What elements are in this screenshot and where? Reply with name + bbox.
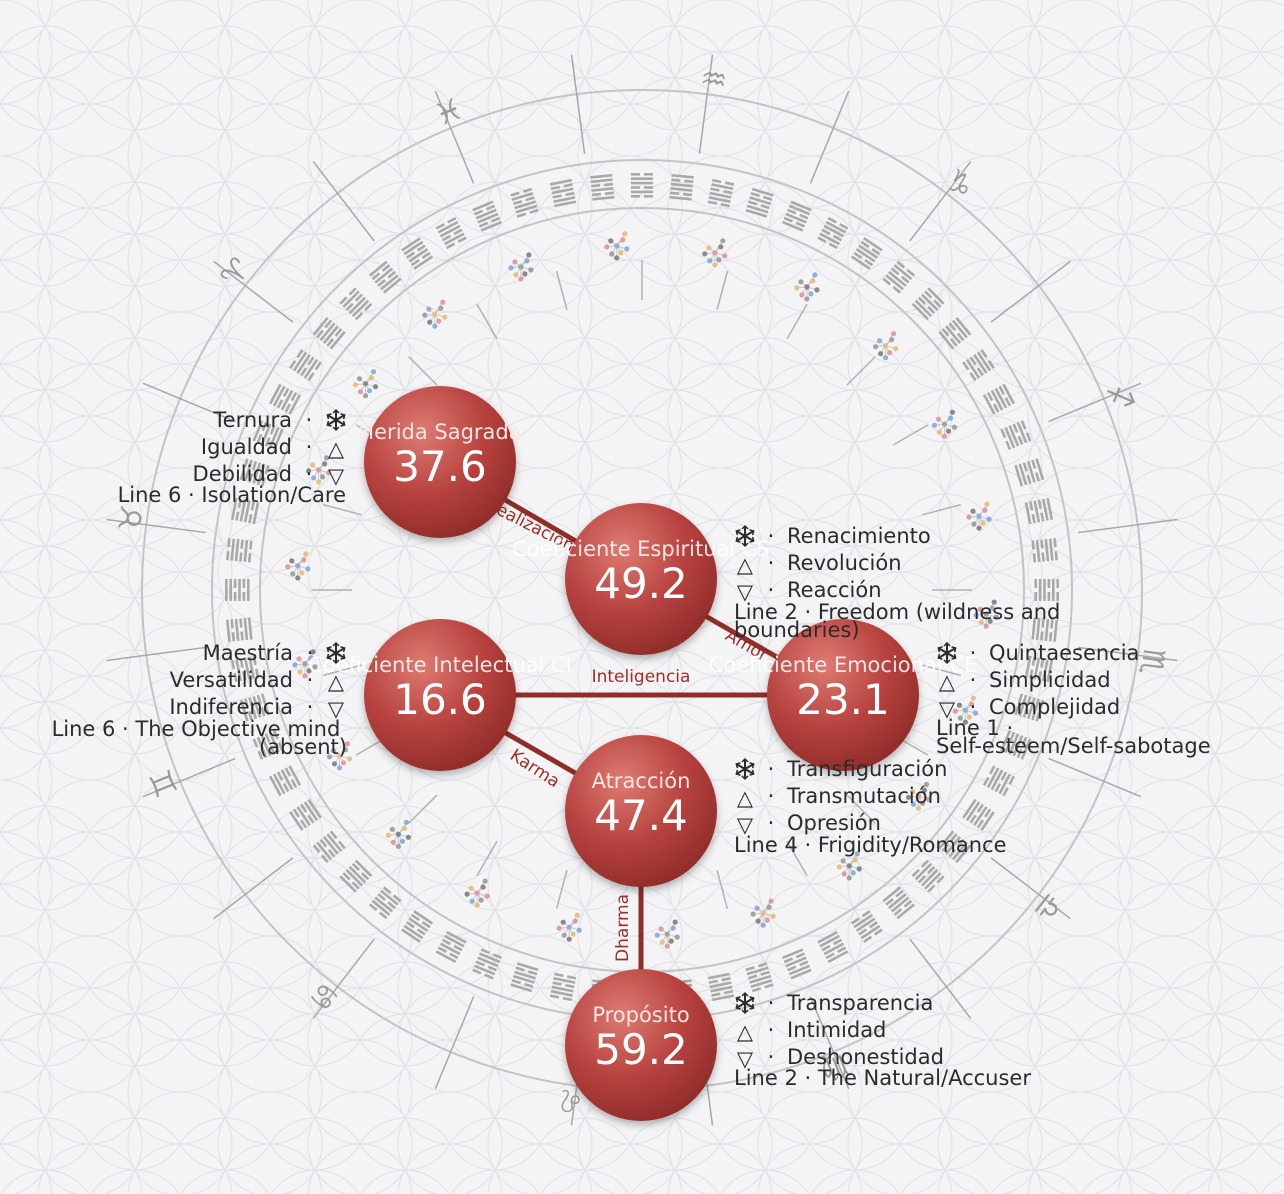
amino-acid-band: [285, 231, 999, 949]
triangle-down-icon: ▽: [737, 1047, 754, 1071]
snowflake-icon: [937, 641, 957, 665]
snowflake-icon: [326, 641, 346, 665]
shadow-label: Debilidad: [193, 462, 292, 486]
virtue-label: Transmutación: [786, 784, 941, 808]
zodiac-sign-icon: ♉: [113, 503, 151, 535]
triangle-up-icon: △: [328, 437, 345, 461]
line-label: Line 2 · Freedom (wildness and boundarie…: [734, 600, 1067, 642]
triangle-down-icon: ▽: [328, 697, 345, 721]
virtue-label: Igualdad: [201, 435, 292, 459]
node-coeficiente-emocional[interactable]: Coeficiente Emocional CE 23.1: [709, 619, 978, 771]
separator: ·: [306, 408, 313, 432]
line-label: Line 1 · Self-esteem/Self-sabotage: [936, 716, 1211, 758]
node-value: 37.6: [393, 442, 487, 491]
node-coeficiente-intelectual[interactable]: Coeficiente Intelectual CI 16.6: [308, 619, 572, 771]
info-atraccion: · Transfiguración △ · Transmutación ▽ · …: [734, 757, 1007, 857]
separator: ·: [970, 668, 977, 692]
info-coeficiente-espiritual: · Renacimiento △ · Revolución ▽ · Reacci…: [734, 524, 1067, 642]
virtue-label: Intimidad: [787, 1018, 886, 1042]
gift-label: Quintaesencia: [989, 641, 1139, 665]
edge-label-dharma: Dharma: [613, 894, 633, 962]
separator: ·: [768, 578, 775, 602]
node-name: Herida Sagrada: [358, 420, 521, 444]
node-value: 59.2: [594, 1025, 688, 1074]
gift-label: Ternura: [212, 408, 292, 432]
shadow-label: Opresión: [787, 811, 881, 835]
edge-label-inteligencia: Inteligencia: [592, 667, 691, 687]
triangle-up-icon: △: [737, 553, 754, 577]
node-value: 47.4: [594, 791, 688, 840]
triangle-down-icon: ▽: [939, 697, 956, 721]
shadow-label: Indiferencia: [169, 695, 293, 719]
triangle-up-icon: △: [328, 670, 345, 694]
triangle-down-icon: ▽: [737, 580, 754, 604]
virtue-label: Simplicidad: [989, 668, 1111, 692]
gift-label: Transparencia: [786, 991, 933, 1015]
node-sphere[interactable]: [565, 503, 717, 655]
info-coeficiente-emocional: · Quintaesencia △ · Simplicidad ▽ · Comp…: [936, 641, 1211, 758]
separator: ·: [768, 1045, 775, 1069]
gift-label: Transfiguración: [786, 757, 947, 781]
node-value: 49.2: [594, 559, 688, 608]
separator: ·: [768, 784, 775, 808]
line-label: Line 2 · The Natural/Accuser: [734, 1066, 1031, 1090]
separator: ·: [768, 1018, 775, 1042]
node-sphere[interactable]: [565, 969, 717, 1121]
node-name: Atracción: [592, 769, 691, 793]
info-herida-sagrada: Ternura · Igualdad · △ Debilidad · ▽ Lin…: [118, 408, 346, 507]
node-value: 23.1: [796, 675, 890, 724]
info-coeficiente-intelectual: Maestría · Versatilidad · △ Indiferencia…: [52, 641, 347, 759]
line-label: Line 4 · Frigidity/Romance: [734, 833, 1007, 857]
node-value: 16.6: [393, 675, 487, 724]
separator: ·: [768, 757, 775, 781]
snowflake-icon: [735, 524, 755, 548]
node-name: Coeficiente Espiritual CS: [512, 537, 770, 561]
shadow-label: Deshonestidad: [787, 1045, 944, 1069]
virtue-label: Revolución: [787, 551, 902, 575]
separator: ·: [307, 668, 314, 692]
separator: ·: [768, 524, 775, 548]
node-sphere[interactable]: [565, 735, 717, 887]
triangle-up-icon: △: [939, 670, 956, 694]
separator: ·: [970, 695, 977, 719]
separator: ·: [768, 811, 775, 835]
gift-label: Maestría: [203, 641, 293, 665]
separator: ·: [306, 462, 313, 486]
triangle-up-icon: △: [737, 1020, 754, 1044]
zodiac-sign-icon: ♏: [1133, 646, 1171, 678]
separator: ·: [768, 991, 775, 1015]
separator: ·: [307, 641, 314, 665]
node-coeficiente-espiritual[interactable]: Coeficiente Espiritual CS 49.2: [512, 503, 770, 655]
gift-label: Renacimiento: [787, 524, 931, 548]
triangle-down-icon: ▽: [737, 813, 754, 837]
separator: ·: [307, 695, 314, 719]
node-name: Coeficiente Intelectual CI: [308, 653, 572, 677]
triangle-down-icon: ▽: [328, 464, 345, 488]
shadow-label: Reacción: [787, 578, 882, 602]
node-proposito[interactable]: Propósito 59.2: [565, 969, 717, 1121]
info-proposito: · Transparencia △ · Intimidad ▽ · Deshon…: [734, 991, 1031, 1090]
node-sphere[interactable]: [364, 386, 516, 538]
node-name: Coeficiente Emocional CE: [709, 653, 978, 677]
shadow-label: Complejidad: [989, 695, 1120, 719]
hexagram-band: [225, 173, 1059, 1007]
node-herida-sagrada[interactable]: Herida Sagrada 37.6: [358, 386, 522, 538]
node-name: Propósito: [592, 1003, 689, 1027]
separator: ·: [768, 551, 775, 575]
virtue-label: Versatilidad: [170, 668, 293, 692]
snowflake-icon: [326, 408, 346, 432]
node-sphere[interactable]: [767, 619, 919, 771]
separator: ·: [306, 435, 313, 459]
line-label: Line 6 · The Objective mind (absent): [52, 717, 347, 759]
snowflake-icon: [735, 991, 755, 1015]
snowflake-icon: [735, 757, 755, 781]
separator: ·: [970, 641, 977, 665]
line-label: Line 6 · Isolation/Care: [118, 483, 346, 507]
node-atraccion[interactable]: Atracción 47.4: [565, 735, 717, 887]
node-sphere[interactable]: [364, 619, 516, 771]
triangle-up-icon: △: [737, 786, 754, 810]
zodiac-sign-icon: ♒: [698, 61, 730, 99]
